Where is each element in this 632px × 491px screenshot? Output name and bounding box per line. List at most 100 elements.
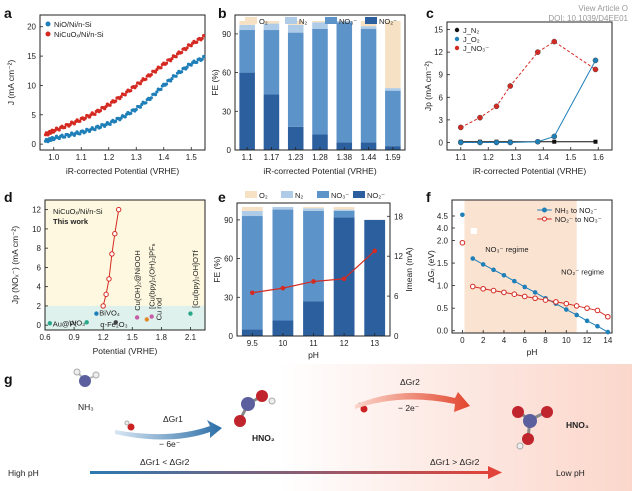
c-point-2-1 xyxy=(477,114,483,121)
a-point xyxy=(174,55,178,59)
g-hno3-n-atom xyxy=(523,414,537,428)
d-xtick-3: 1.5 xyxy=(127,333,139,342)
a-point xyxy=(129,111,133,115)
b-bar-2-6 xyxy=(385,88,401,91)
f-ytick-5: 4.0 xyxy=(437,224,449,233)
g-background xyxy=(280,364,632,491)
d-ref-point-3 xyxy=(113,320,118,325)
f-point-1-3 xyxy=(490,287,497,294)
c-legend-marker-1 xyxy=(454,36,460,42)
d-point-0 xyxy=(100,303,106,309)
g-hno2-o-atom-1 xyxy=(234,415,246,427)
panel-label-c: c xyxy=(426,5,434,21)
g-hno2-o-atom-2 xyxy=(256,390,268,402)
a-ytick-4: 20 xyxy=(27,23,36,32)
b-bar-1-1 xyxy=(263,30,280,95)
a-series-0 xyxy=(43,54,206,144)
b-legend-1: N₂ xyxy=(299,17,307,26)
c-xlabel: iR-corrected Potential (VRHE) xyxy=(473,166,587,176)
f-ytick-6: 4.5 xyxy=(437,212,449,221)
e-bar-0-0 xyxy=(241,329,263,336)
g-water-h-atom-1 xyxy=(124,420,130,426)
a-xlabel: iR-corrected Potential (VRHE) xyxy=(66,166,180,176)
g-minus2e: − 2e⁻ xyxy=(398,403,420,413)
b-bar-0-3 xyxy=(312,134,328,150)
c-point-2-2 xyxy=(493,103,500,110)
d-ann-2: BiVO₄ xyxy=(99,309,120,318)
d-ref-point-5 xyxy=(144,317,150,322)
a-ylabel: J (mA cm⁻²) xyxy=(6,60,16,106)
a-point xyxy=(144,101,148,105)
f-regime2: NO₂⁻ regime xyxy=(561,267,604,276)
b-legend-0: O₂ xyxy=(259,17,268,26)
b-legend-2: NO₃⁻ xyxy=(339,17,357,26)
f-xtick-6: 12 xyxy=(583,336,592,345)
a-point xyxy=(98,108,103,113)
e-legend-swatch-2 xyxy=(317,191,329,198)
f-xtick-5: 10 xyxy=(562,336,571,345)
a-point xyxy=(202,33,206,38)
f-point-1-9 xyxy=(553,299,559,305)
e-xtick-1: 10 xyxy=(278,339,287,348)
d-ref-point-6 xyxy=(149,314,154,319)
a-point xyxy=(202,54,206,59)
e-xtick-2: 11 xyxy=(309,339,318,348)
d-xtick-5: 2.1 xyxy=(185,333,197,342)
c-xtick-0: 1.1 xyxy=(455,153,467,162)
f-point-0-4 xyxy=(501,272,507,278)
doi-header: View Article O DOI: 10.1039/D4EE01 xyxy=(548,4,628,24)
b-xtick-5: 1.44 xyxy=(361,153,377,162)
e-bar-3-2 xyxy=(303,207,324,209)
f-point-1-10 xyxy=(563,300,570,307)
a-point xyxy=(155,90,159,94)
e-ytick-2: 60 xyxy=(224,255,233,264)
f-point-1-7 xyxy=(532,295,538,302)
g-nh3-h-atom-2 xyxy=(92,371,100,379)
a-point xyxy=(159,66,163,70)
b-bar-1-2 xyxy=(287,32,304,127)
c-ytick-2: 6 xyxy=(439,93,444,102)
c-legend-marker-0 xyxy=(454,27,460,33)
d-xtick-1: 0.9 xyxy=(69,333,81,342)
c-xtick-1: 1.2 xyxy=(483,153,495,162)
f-xtick-0: 0 xyxy=(460,336,465,345)
panel-f-frame xyxy=(451,199,613,334)
g-hno2-n-atom xyxy=(241,397,255,411)
c-point-0-6 xyxy=(593,139,598,144)
panel-d-frame xyxy=(44,199,206,331)
b-xtick-0: 1.1 xyxy=(242,153,254,162)
c-ytick-5: 15 xyxy=(434,26,443,35)
g-nh3-label: NH₃ xyxy=(78,402,94,412)
d-xtick-4: 1.8 xyxy=(156,333,168,342)
d-ytick-0: 0 xyxy=(37,321,42,330)
a-ytick-0: 0 xyxy=(32,140,37,149)
g-minus6e: − 6e⁻ xyxy=(159,439,181,449)
c-ytick-0: 0 xyxy=(439,138,444,147)
a-xtick-5: 1.5 xyxy=(186,153,198,162)
e-current-point-4 xyxy=(372,248,378,254)
b-xtick-4: 1.38 xyxy=(336,153,352,162)
a-legend-1: NiCuOₓ/Ni/n-Si xyxy=(54,30,104,39)
c-point-2-0 xyxy=(457,124,464,131)
a-point xyxy=(149,96,153,100)
b-bar-1-0 xyxy=(239,30,255,73)
c-line-1 xyxy=(460,60,596,143)
b-ytick-3: 90 xyxy=(222,30,231,39)
a-point xyxy=(134,84,138,88)
b-xtick-3: 1.28 xyxy=(312,153,328,162)
f-axis-break-gap xyxy=(470,228,477,234)
e-ylabel: FE (%) xyxy=(212,256,222,283)
e-current-point-0 xyxy=(250,290,255,296)
e-bar-2-1 xyxy=(272,207,294,210)
f-point-1-4 xyxy=(501,289,507,296)
f-ylabel: ΔGᵣ (eV) xyxy=(426,250,436,283)
e-bar-0-4 xyxy=(364,219,386,336)
f-point-0-11 xyxy=(574,312,579,318)
b-bar-0-2 xyxy=(287,126,304,150)
b-bar-2-5 xyxy=(360,26,377,29)
a-point xyxy=(180,50,184,55)
d-ann-3: α-Fe₂O₃ xyxy=(100,320,127,329)
b-legend-swatch-1 xyxy=(285,17,297,24)
a-point xyxy=(134,107,138,112)
e-bar-1-0 xyxy=(241,216,263,330)
